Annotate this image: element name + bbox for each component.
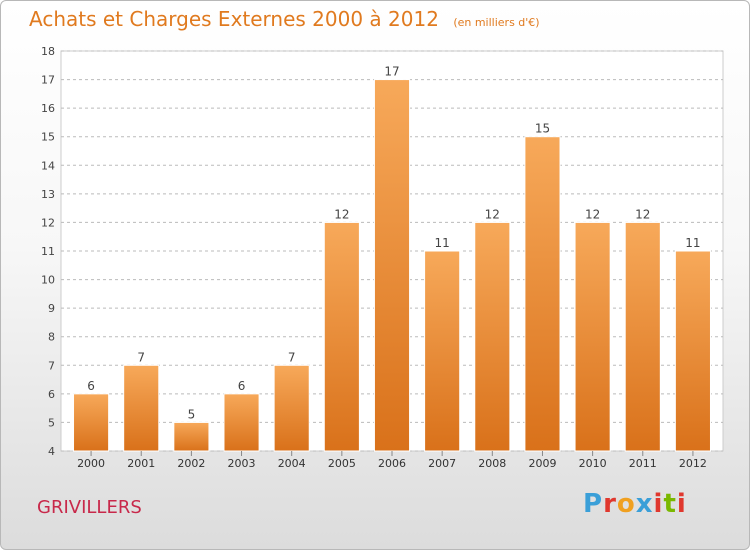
y-tick-label: 4: [48, 445, 55, 458]
y-tick-label: 16: [41, 102, 55, 115]
bar-2001: [123, 364, 160, 452]
chart-title: Achats et Charges Externes 2000 à 2012: [29, 7, 439, 31]
bar-2003: [223, 393, 260, 452]
x-tick-label-2001: 2001: [127, 457, 155, 470]
y-tick-label: 15: [41, 131, 55, 144]
value-label-2001: 7: [137, 350, 145, 364]
y-tick-label: 10: [41, 274, 55, 287]
chart-title-block: Achats et Charges Externes 2000 à 2012 (…: [29, 7, 540, 31]
bar-2000: [73, 393, 110, 452]
x-tick-label-2004: 2004: [278, 457, 306, 470]
bars: [73, 79, 711, 452]
value-label-2008: 12: [485, 207, 500, 221]
y-tick-label: 17: [41, 74, 55, 87]
y-tick-label: 6: [48, 388, 55, 401]
commune-name: GRIVILLERS: [37, 497, 142, 518]
value-label-2006: 17: [384, 65, 399, 79]
bar-2002: [173, 421, 210, 452]
value-label-2005: 12: [334, 207, 349, 221]
y-tick-label: 5: [48, 416, 55, 429]
logo-letter: i: [676, 489, 687, 519]
value-label-2009: 15: [535, 122, 550, 136]
x-tick-label-2008: 2008: [478, 457, 506, 470]
x-tick-label-2011: 2011: [629, 457, 657, 470]
y-tick-label: 7: [48, 359, 55, 372]
x-tick-label-2000: 2000: [77, 457, 105, 470]
y-tick-label: 13: [41, 188, 55, 201]
y-tick-label: 12: [41, 216, 55, 229]
value-label-2000: 6: [87, 379, 95, 393]
y-tick-label: 11: [41, 245, 55, 258]
logo-letter: x: [635, 489, 654, 519]
bar-2005: [323, 221, 360, 452]
proxiti-logo: Proxiti: [583, 489, 687, 519]
bar-2011: [624, 221, 661, 452]
x-axis-ticks: 2000 2001 2002 2003 2004 2005 2006 2007 2008 2009…: [77, 451, 707, 470]
bar-2010: [574, 221, 611, 452]
logo-letter: r: [603, 489, 617, 519]
logo-letter: P: [583, 489, 604, 519]
logo-letter: o: [616, 489, 636, 519]
bar-2007: [424, 250, 461, 452]
value-label-2010: 12: [585, 207, 600, 221]
value-label-2007: 11: [435, 236, 450, 250]
bar-2004: [273, 364, 310, 452]
logo-letter: t: [663, 489, 677, 519]
value-label-2012: 11: [685, 236, 700, 250]
x-tick-label-2006: 2006: [378, 457, 406, 470]
x-tick-label-2002: 2002: [177, 457, 205, 470]
y-tick-label: 18: [41, 45, 55, 58]
logo-letter: i: [653, 489, 664, 519]
x-tick-label-2010: 2010: [579, 457, 607, 470]
chart-subtitle: (en milliers d'€): [453, 16, 540, 29]
value-label-2004: 7: [288, 350, 296, 364]
y-tick-label: 8: [48, 331, 55, 344]
y-axis-ticks: 4 5 6 7 8 9 10 11 12 13 14 15 16 17 18: [41, 45, 55, 458]
value-label-2003: 6: [238, 379, 246, 393]
x-tick-label-2005: 2005: [328, 457, 356, 470]
value-label-2011: 12: [635, 207, 650, 221]
y-tick-label: 9: [48, 302, 55, 315]
x-tick-label-2003: 2003: [228, 457, 256, 470]
value-labels: 6 7 5 6 7 12 17 11 12 15 12 12 11: [87, 65, 700, 422]
bar-2006: [373, 79, 411, 452]
value-label-2002: 5: [188, 407, 196, 421]
x-tick-label-2012: 2012: [679, 457, 707, 470]
y-tick-label: 14: [41, 159, 55, 172]
x-tick-label-2009: 2009: [528, 457, 556, 470]
x-tick-label-2007: 2007: [428, 457, 456, 470]
bar-2012: [674, 250, 711, 452]
bar-2008: [474, 221, 511, 452]
bar-2009: [524, 136, 561, 452]
